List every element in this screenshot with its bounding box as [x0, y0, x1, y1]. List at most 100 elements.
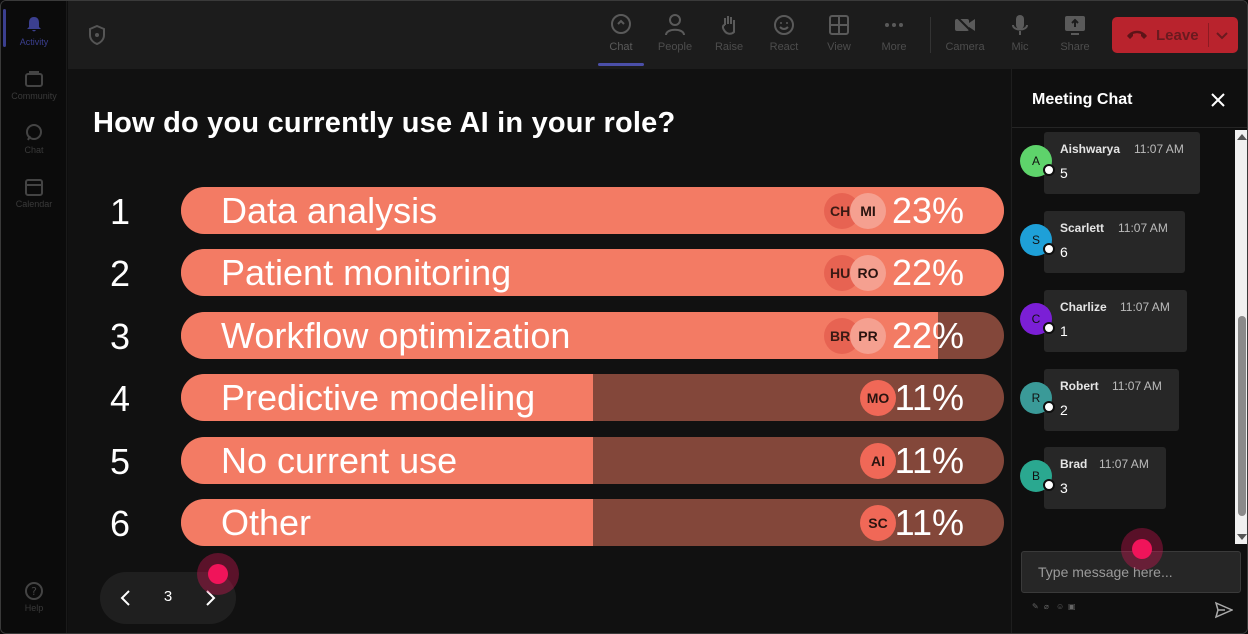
meeting-toolbar: Chat People Raise React View More Camera [68, 1, 1247, 69]
react-button[interactable]: React [759, 11, 809, 63]
chat-timestamp: 11:07 AM [1120, 300, 1170, 314]
chat-timestamp: 11:07 AM [1099, 457, 1149, 471]
raise-hand-button[interactable]: Raise [704, 11, 754, 63]
poll-option-percent: 11% [894, 440, 964, 481]
chat-message-text: 6 [1060, 244, 1068, 260]
hand-icon [721, 16, 735, 35]
share-screen-icon [1065, 16, 1085, 35]
page-number: 3 [163, 588, 173, 605]
chat-message-text: 3 [1060, 480, 1068, 496]
poll-option-row: 6 Other SC 11% [68, 499, 1011, 547]
voter-avatar: PR [850, 318, 886, 354]
chevron-right-icon[interactable] [198, 586, 222, 610]
voter-avatar: RO [850, 255, 886, 291]
poll-option-label: Patient monitoring [221, 252, 512, 293]
rail-item-activity[interactable]: Activity [1, 9, 67, 59]
presence-status-icon [1043, 401, 1055, 413]
chat-timestamp: 11:07 AM [1112, 379, 1162, 393]
chat-sender-avatar: C [1020, 303, 1052, 335]
view-button[interactable]: View [814, 11, 864, 63]
phone-hangup-icon [1127, 30, 1147, 39]
voter-avatar: MI [850, 193, 886, 229]
camera-off-icon [955, 15, 975, 35]
rail-label-chat: Chat [24, 145, 44, 155]
scrollbar-thumb[interactable] [1238, 316, 1246, 516]
format-text-icon[interactable]: ✎ [1032, 602, 1039, 611]
poll-option-label: Workflow optimization [221, 315, 571, 356]
chat-message-text: 1 [1060, 323, 1068, 339]
poll-option-percent: 11% [894, 377, 964, 418]
camera-button[interactable]: Camera [940, 11, 990, 63]
poll-result-fill [181, 437, 593, 484]
chat-message-text: 2 [1060, 402, 1068, 418]
calendar-icon [25, 179, 43, 196]
chat-message-input[interactable] [1021, 551, 1241, 593]
more-button[interactable]: More [869, 11, 919, 63]
chevron-down-icon[interactable] [1214, 27, 1230, 43]
rail-item-community[interactable]: Community [1, 63, 67, 113]
rail-item-chat[interactable]: Chat [1, 117, 67, 167]
poll-option-percent: 22% [891, 315, 964, 356]
poll-option-number: 3 [109, 316, 131, 357]
scroll-up-arrow[interactable] [1237, 134, 1247, 140]
poll-option-label: Predictive modeling [221, 377, 536, 418]
poll-option-number: 6 [109, 503, 131, 544]
raise-button-label: Raise [714, 41, 744, 53]
poll-result-bar: Patient monitoring HU RO 22% [181, 249, 1004, 296]
chat-sender-name: Aishwarya [1060, 142, 1121, 156]
rail-item-calendar[interactable]: Calendar [1, 171, 67, 221]
pointer-highlight [1121, 528, 1163, 570]
chat-message-bubble: Charlize 11:07 AM 1 [1044, 290, 1187, 352]
chat-timestamp: 11:07 AM [1118, 221, 1168, 235]
chevron-left-icon[interactable] [114, 586, 138, 610]
close-icon[interactable] [1209, 91, 1227, 109]
poll-option-label: No current use [221, 440, 458, 481]
rail-active-indicator [3, 9, 6, 47]
left-rail: Activity Community Chat Calendar ? Help [1, 1, 67, 633]
poll-option-number: 5 [109, 441, 131, 482]
leave-button-label: Leave [1156, 26, 1199, 44]
poll-option-percent: 23% [891, 190, 964, 231]
attach-icon[interactable]: ⌀ [1044, 602, 1049, 611]
bell-icon [27, 17, 41, 32]
gif-icon[interactable]: ▣ [1068, 602, 1076, 611]
poll-result-bar: Predictive modeling MO 11% [181, 374, 1004, 421]
poll-option-row: 4 Predictive modeling MO 11% [68, 374, 1011, 422]
voter-avatar: AI [860, 443, 896, 479]
poll-option-label: Other [221, 502, 312, 543]
poll-result-fill [181, 312, 938, 359]
leave-button-divider [1208, 23, 1209, 47]
people-icon [665, 14, 685, 36]
presence-status-icon [1043, 164, 1055, 176]
presence-status-icon [1043, 479, 1055, 491]
presence-status-icon [1043, 243, 1055, 255]
scroll-down-arrow[interactable] [1237, 534, 1247, 540]
chat-button[interactable]: Chat [596, 11, 646, 63]
poll-result-bar: Data analysis CH MI 23% [181, 187, 1004, 234]
chat-sender-name: Brad [1060, 457, 1088, 471]
shield-icon [89, 25, 105, 45]
chat-active-indicator [598, 63, 644, 66]
send-icon[interactable] [1215, 601, 1233, 619]
share-button[interactable]: Share [1050, 11, 1100, 63]
rail-item-help[interactable]: ? Help [1, 575, 67, 625]
poll-result-bar: Other SC 11% [181, 499, 1004, 546]
pointer-highlight [197, 553, 239, 595]
chat-message-bubble: Robert 11:07 AM 2 [1044, 369, 1179, 431]
poll-result-fill [181, 499, 593, 546]
emoji-icon[interactable]: ☺ [1056, 602, 1065, 611]
poll-option-row: 2 Patient monitoring HU RO 22% [68, 249, 1011, 297]
chat-panel-title: Meeting Chat [1032, 91, 1133, 108]
leave-button[interactable]: Leave [1112, 17, 1238, 53]
chat-message-bubble: Aishwarya 11:07 AM 5 [1044, 132, 1200, 194]
poll-option-row: 3 Workflow optimization BR PR 22% [68, 312, 1011, 360]
mic-button[interactable]: Mic [995, 11, 1045, 63]
chat-scrollbar[interactable] [1235, 130, 1247, 544]
poll-option-row: 5 No current use AI 11% [68, 437, 1011, 485]
people-button[interactable]: People [650, 11, 700, 63]
chat-message-bubble: Scarlett 11:07 AM 6 [1044, 211, 1185, 273]
voter-avatar: SC [860, 505, 896, 541]
rail-label-activity: Activity [19, 37, 49, 47]
view-button-label: View [827, 41, 851, 53]
